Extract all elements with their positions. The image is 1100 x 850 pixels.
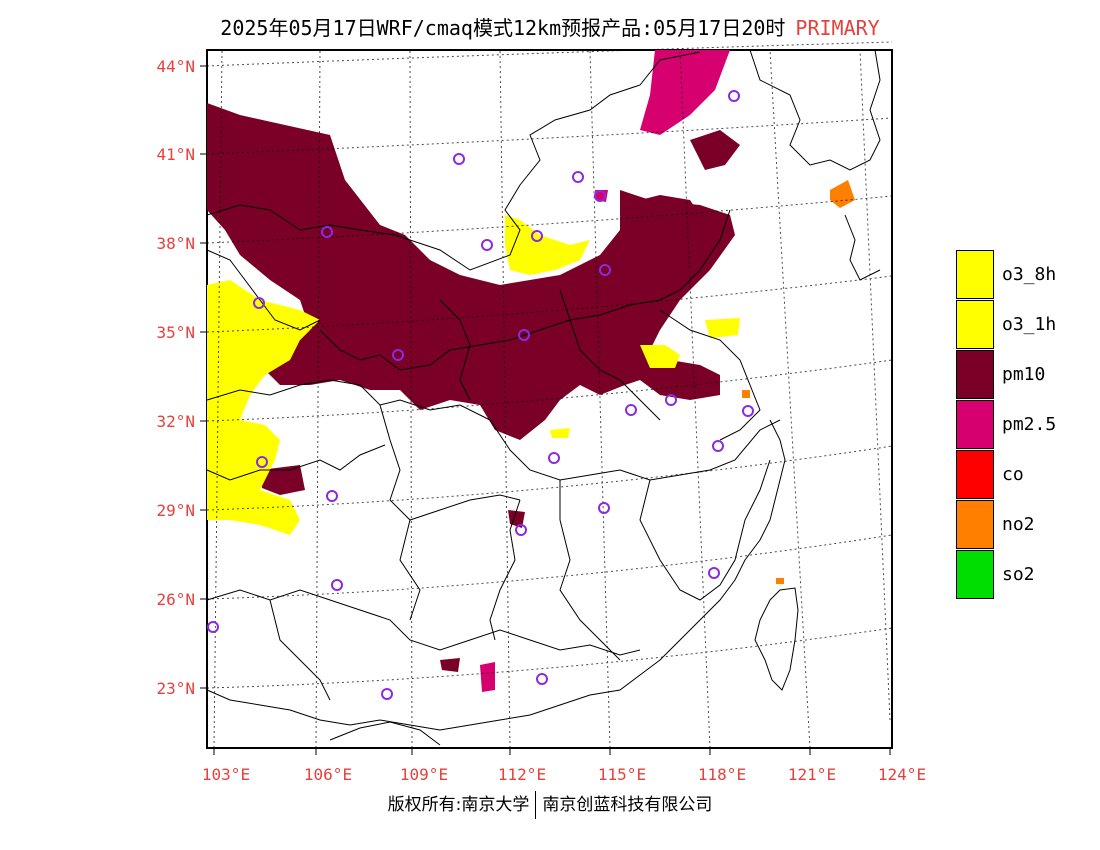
station-marker	[256, 456, 268, 468]
station-marker	[572, 171, 584, 183]
station-marker	[625, 404, 637, 416]
station-marker	[598, 502, 610, 514]
legend-swatch	[956, 499, 994, 549]
station-marker	[392, 349, 404, 361]
legend-swatch	[956, 549, 994, 599]
lat-label: 23°N	[156, 679, 195, 698]
legend-label: pm10	[1002, 363, 1046, 385]
lon-label: 115°E	[598, 765, 646, 784]
legend-item-no2: no2	[956, 499, 1086, 549]
lat-label: 29°N	[156, 501, 195, 520]
taiwan-outline	[754, 587, 799, 691]
legend-item-co: co	[956, 449, 1086, 499]
lat-label: 35°N	[156, 323, 195, 342]
station-markers	[207, 90, 754, 700]
legend-swatch	[956, 449, 994, 499]
longitude-labels: 103°E 106°E 109°E 112°E 115°E 118°E 121°…	[202, 765, 926, 784]
station-marker	[253, 297, 265, 309]
o3-region	[207, 215, 740, 535]
legend-label: so2	[1002, 563, 1035, 585]
lon-label: 124°E	[878, 765, 926, 784]
station-marker	[207, 621, 219, 633]
legend-item-pm10: pm10	[956, 349, 1086, 399]
station-marker	[531, 230, 543, 242]
axis-ticks	[200, 65, 891, 755]
station-marker	[326, 490, 338, 502]
latitude-labels: 44°N 41°N 38°N 35°N 32°N 29°N 26°N 23°N	[156, 57, 195, 698]
hainan-outline	[329, 721, 441, 746]
map-title: 2025年05月17日WRF/cmaq模式12km预报产品:05月17日20时 P…	[0, 12, 1100, 41]
station-marker	[515, 524, 527, 536]
lon-label: 109°E	[400, 765, 448, 784]
lon-label: 103°E	[202, 765, 250, 784]
title-text: 2025年05月17日WRF/cmaq模式12km预报产品:05月17日20时	[220, 16, 786, 40]
legend-item-pm25: pm2.5	[956, 399, 1086, 449]
graticule	[206, 41, 893, 749]
station-marker	[594, 190, 606, 202]
legend-swatch	[956, 299, 994, 349]
lon-label: 118°E	[698, 765, 746, 784]
station-marker	[481, 239, 493, 251]
lat-label: 44°N	[156, 57, 195, 76]
station-marker	[381, 688, 393, 700]
legend-label: o3_8h	[1002, 263, 1057, 285]
legend-swatch	[956, 399, 994, 449]
station-marker	[548, 452, 560, 464]
legend-label: no2	[1002, 513, 1035, 535]
station-marker	[599, 264, 611, 276]
station-marker	[518, 329, 530, 341]
legend-label: pm2.5	[1002, 413, 1057, 435]
lon-label: 106°E	[304, 765, 352, 784]
legend-swatch	[956, 349, 994, 399]
lon-label: 121°E	[788, 765, 836, 784]
lat-label: 32°N	[156, 412, 195, 431]
lat-label: 26°N	[156, 590, 195, 609]
legend-item-so2: so2	[956, 549, 1086, 599]
station-marker	[665, 394, 677, 406]
copyright-left: 版权所有:南京大学	[387, 795, 530, 815]
legend-item-o3-1h: o3_1h	[956, 299, 1086, 349]
lat-label: 41°N	[156, 145, 195, 164]
station-marker	[712, 440, 724, 452]
footer-divider	[535, 791, 537, 819]
station-marker	[536, 673, 548, 685]
copyright-footer: 版权所有:南京大学 南京创蓝科技有限公司	[0, 790, 1100, 819]
station-marker	[453, 153, 465, 165]
pm25-region	[480, 50, 730, 692]
station-marker	[708, 567, 720, 579]
primary-tag: PRIMARY	[795, 16, 880, 40]
legend-item-o3-8h: o3_8h	[956, 249, 1086, 299]
legend-swatch	[956, 249, 994, 299]
lat-label: 38°N	[156, 234, 195, 253]
legend: o3_8h o3_1h pm10 pm2.5 co no2 so2	[956, 249, 1086, 599]
legend-label: co	[1002, 463, 1024, 485]
station-marker	[742, 405, 754, 417]
boundaries	[206, 49, 881, 731]
lon-label: 112°E	[498, 765, 546, 784]
station-marker	[728, 90, 740, 102]
legend-label: o3_1h	[1002, 313, 1057, 335]
copyright-right: 南京创蓝科技有限公司	[542, 795, 713, 815]
station-marker	[321, 226, 333, 238]
station-marker	[331, 579, 343, 591]
